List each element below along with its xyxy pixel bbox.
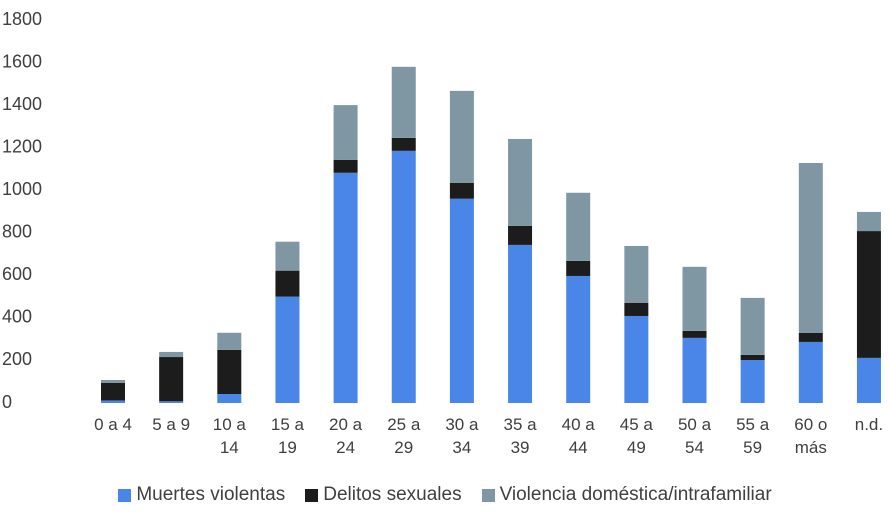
legend-label: Muertes violentas [136,484,286,505]
y-tick-label: 400 [2,307,32,327]
bar-segment [856,211,881,232]
bar-segment [682,266,707,331]
bar-segment [333,105,358,160]
bar-segment [682,337,707,403]
y-tick-label: 1800 [2,9,42,29]
bar-segment [217,394,242,403]
bar-segment [449,198,474,403]
x-tick-label: 0 a 4 [94,415,132,434]
bar-segment [798,162,823,333]
legend-item: Muertes violentas [118,484,285,506]
bar-segment [740,360,765,403]
bar-segment [740,354,765,361]
bar-segment [275,296,300,403]
bar-segment [449,90,474,183]
bar-segment [624,245,649,303]
bar-segment [508,138,533,226]
x-tick-label: n.d. [854,415,884,434]
bar-segment [856,357,881,403]
legend-label: Delitos sexuales [323,484,462,505]
bar-segment [159,351,184,358]
x-tick-label: 30 a 34 [445,415,479,457]
legend-swatch [481,488,495,502]
bar-segment [101,382,125,401]
bar-segment [508,244,533,403]
bar-segment [740,297,765,355]
bar-segment [856,231,881,358]
legend-label: Violencia doméstica/intrafamiliar [499,484,772,505]
legend-item: Delitos sexuales [305,484,462,506]
bar-segment [159,401,184,403]
bar-segment [333,172,358,403]
legend-item: Violencia doméstica/intrafamiliar [481,484,772,506]
bar-segment [275,270,300,297]
x-tick-label: 10 a 14 [212,415,246,457]
x-tick-label: 20 a 24 [329,415,363,457]
bar-segment [275,241,300,271]
y-tick-label: 1000 [2,179,42,199]
bar-segment [566,260,591,276]
bar-segment [391,137,416,151]
bar-segment [566,192,591,261]
y-tick-label: 600 [2,264,32,284]
x-tick-label: 35 a 39 [503,415,537,457]
legend-swatch [305,488,319,502]
bar-segment [101,400,125,403]
y-tick-label: 1600 [2,51,42,71]
bar-segment [682,330,707,338]
legend: Muertes violentas Delitos sexuales Violenc… [0,484,890,506]
bar-segment [391,66,416,138]
bar-segment [101,380,125,383]
legend-swatch [118,488,132,502]
bar-segment [333,159,358,173]
x-tick-label: 60 o más [794,415,828,457]
y-tick-label: 1400 [2,94,42,114]
bar-segment [624,315,649,403]
y-tick-label: 0 [2,392,12,412]
bar-segment [391,150,416,403]
x-tick-label: 40 a 44 [561,415,595,457]
bar-segment [217,332,242,350]
bar-segment [449,182,474,199]
bar-segment [798,332,823,342]
x-tick-label: 45 a 49 [619,415,653,457]
bar-segment [159,357,184,402]
bar-segment [798,341,823,403]
x-tick-label: 5 a 9 [152,415,191,434]
bar-segment [508,225,533,245]
bar-segment [624,302,649,316]
x-tick-label: 15 a 19 [270,415,304,457]
x-tick-label: 55 a 59 [736,415,770,457]
x-tick-label: 50 a 54 [677,415,712,457]
y-tick-label: 1200 [2,136,42,156]
bar-segment [566,275,591,403]
x-tick-label: 25 a 29 [387,415,421,457]
bar-segment [217,349,242,395]
y-tick-label: 200 [2,349,32,369]
y-tick-label: 800 [2,222,32,242]
